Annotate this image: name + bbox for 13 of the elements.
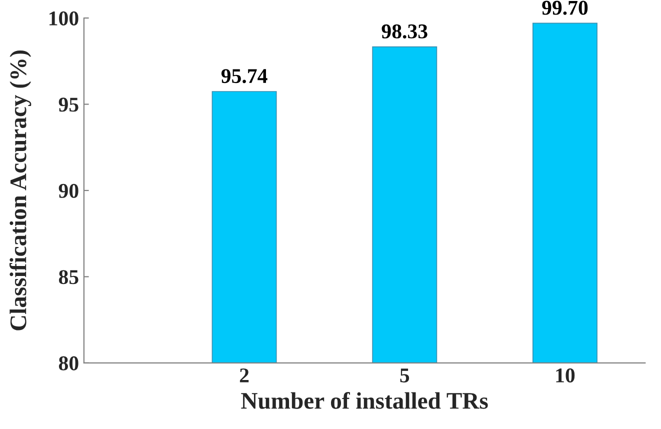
y-tick-label: 95 [58, 98, 78, 112]
y-tick-label: 80 [58, 356, 78, 370]
x-tick-label: 5 [400, 368, 410, 382]
x-tick-label: 2 [240, 368, 249, 382]
data-label: 95.74 [221, 69, 268, 84]
data-label: 99.70 [542, 0, 588, 15]
y-tick-label: 85 [58, 270, 78, 284]
y-axis-title: Classification Accuracy (%) [9, 50, 32, 330]
y-tick-label: 100 [50, 11, 78, 26]
data-label: 98.33 [382, 24, 428, 39]
x-tick-label: 10 [556, 368, 575, 382]
y-tick-label: 90 [58, 184, 78, 198]
x-axis-title: Number of installed TRs [241, 392, 488, 409]
